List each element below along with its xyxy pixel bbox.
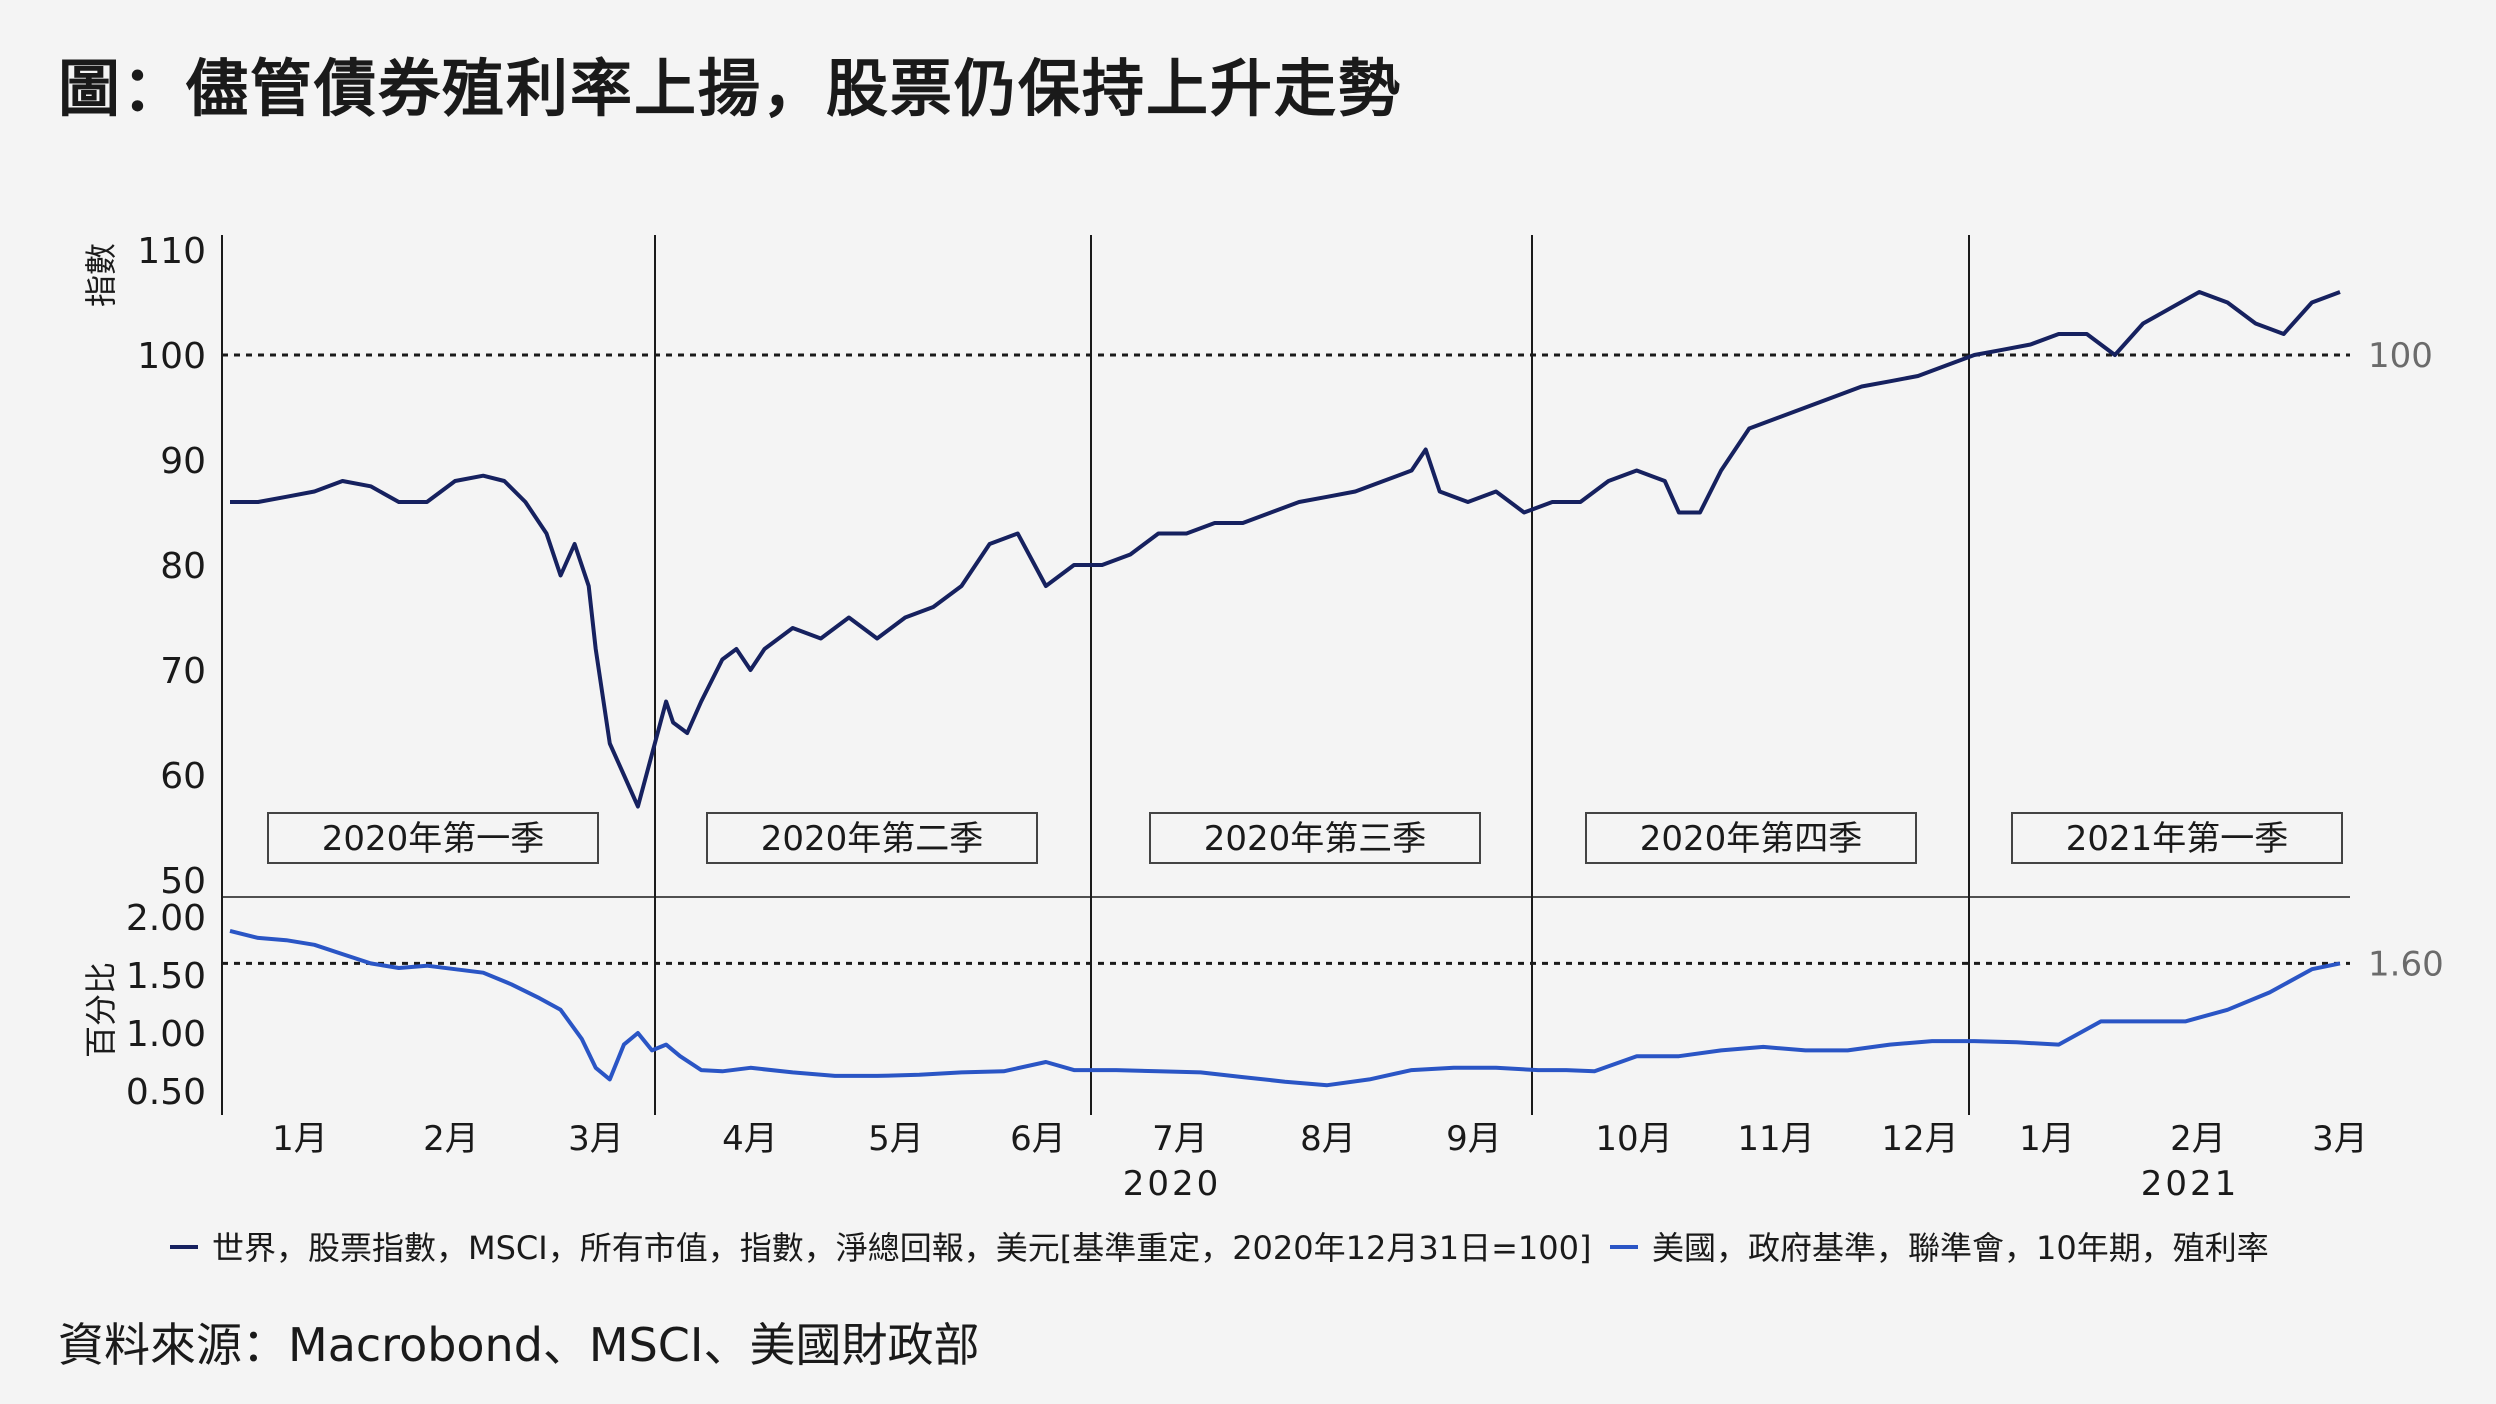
reference-label-160: 1.60 [2368,944,2444,984]
quarter-label-box [267,812,599,864]
x-tick-label: 10月 [1595,1119,1672,1159]
source-note: 資料來源：Macrobond、MSCI、美國財政部 [58,1318,980,1372]
reference-label-100: 100 [2368,336,2433,376]
x-year-label: 2020 [1123,1164,1222,1204]
y-tick-label-top: 50 [160,861,206,902]
y-tick-label-top: 110 [137,231,206,272]
treasury-yield-line [229,928,2341,1088]
y-tick-label-bottom: 2.00 [126,898,206,939]
quarter-label-box [1585,812,1917,864]
equity-index-line [230,290,2341,809]
x-tick-label: 2月 [2170,1119,2226,1159]
x-tick-label: 4月 [722,1119,778,1159]
y-axis-title-top: 指數 [82,243,120,307]
y-tick-label-bottom: 0.50 [126,1072,206,1113]
quarter-label-box [1149,812,1481,864]
y-tick-label-bottom: 1.50 [126,956,206,997]
x-tick-label: 11月 [1737,1119,1814,1159]
y-axis-title-bottom: 百分比 [82,962,120,1058]
legend-label-equity: 世界，股票指數，MSCI，所有市值，指數，淨總回報，美元[基準重定，2020年1… [212,1229,1591,1267]
chart-title: 圖：儘管債券殖利率上揚，股票仍保持上升走勢 [58,52,1403,125]
y-tick-label-top: 100 [137,336,206,377]
y-tick-label-top: 60 [160,756,206,797]
quarter-label: 2020年第三季 [1204,819,1427,859]
x-tick-label: 8月 [1300,1119,1356,1159]
x-tick-label: 3月 [568,1119,624,1159]
quarter-label: 2020年第一季 [322,819,545,859]
y-tick-label-top: 80 [160,546,206,587]
x-tick-label: 5月 [868,1119,924,1159]
x-tick-label: 2月 [423,1119,479,1159]
quarter-label: 2020年第二季 [761,819,984,859]
x-year-label: 2021 [2141,1164,2240,1204]
x-tick-label: 1月 [2019,1119,2075,1159]
quarter-label: 2021年第一季 [2066,819,2289,859]
quarter-label-box [2011,812,2343,864]
y-tick-label-top: 90 [160,441,206,482]
x-tick-label: 3月 [2312,1119,2368,1159]
x-tick-label: 12月 [1881,1119,1958,1159]
x-tick-label: 7月 [1152,1119,1208,1159]
y-tick-label-bottom: 1.00 [126,1014,206,1055]
x-tick-label: 9月 [1446,1119,1502,1159]
legend-label-yield: 美國，政府基準，聯準會，10年期，殖利率 [1652,1229,2269,1267]
y-tick-label-top: 70 [160,651,206,692]
quarter-label-box [706,812,1038,864]
x-tick-label: 6月 [1010,1119,1066,1159]
x-tick-label: 1月 [272,1119,328,1159]
quarter-label: 2020年第四季 [1640,819,1863,859]
